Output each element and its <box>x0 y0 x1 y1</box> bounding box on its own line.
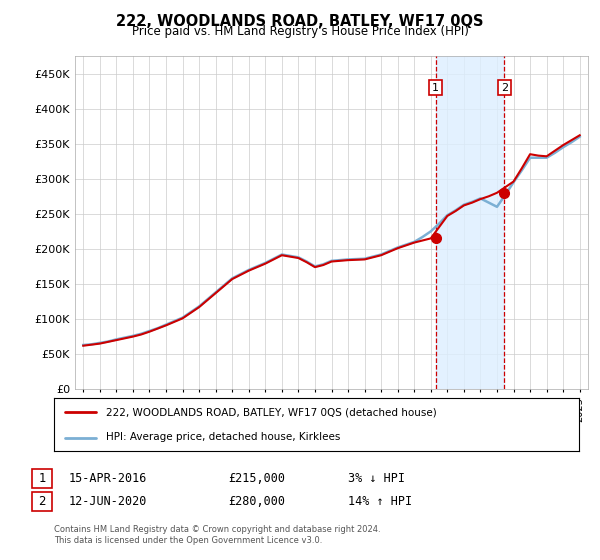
Text: 14% ↑ HPI: 14% ↑ HPI <box>348 494 412 508</box>
Bar <box>436 56 505 389</box>
Text: HPI: Average price, detached house, Kirklees: HPI: Average price, detached house, Kirk… <box>107 432 341 442</box>
Text: £215,000: £215,000 <box>228 472 285 486</box>
Text: 3% ↓ HPI: 3% ↓ HPI <box>348 472 405 486</box>
Text: 12-JUN-2020: 12-JUN-2020 <box>69 494 148 508</box>
Text: 2: 2 <box>38 494 46 508</box>
Text: 1: 1 <box>38 472 46 486</box>
Text: Contains HM Land Registry data © Crown copyright and database right 2024.
This d: Contains HM Land Registry data © Crown c… <box>54 525 380 545</box>
Text: 1: 1 <box>432 82 439 92</box>
Text: £280,000: £280,000 <box>228 494 285 508</box>
Text: 222, WOODLANDS ROAD, BATLEY, WF17 0QS (detached house): 222, WOODLANDS ROAD, BATLEY, WF17 0QS (d… <box>107 408 437 418</box>
Text: 15-APR-2016: 15-APR-2016 <box>69 472 148 486</box>
Text: 2: 2 <box>501 82 508 92</box>
Text: Price paid vs. HM Land Registry's House Price Index (HPI): Price paid vs. HM Land Registry's House … <box>131 25 469 38</box>
Text: 222, WOODLANDS ROAD, BATLEY, WF17 0QS: 222, WOODLANDS ROAD, BATLEY, WF17 0QS <box>116 14 484 29</box>
